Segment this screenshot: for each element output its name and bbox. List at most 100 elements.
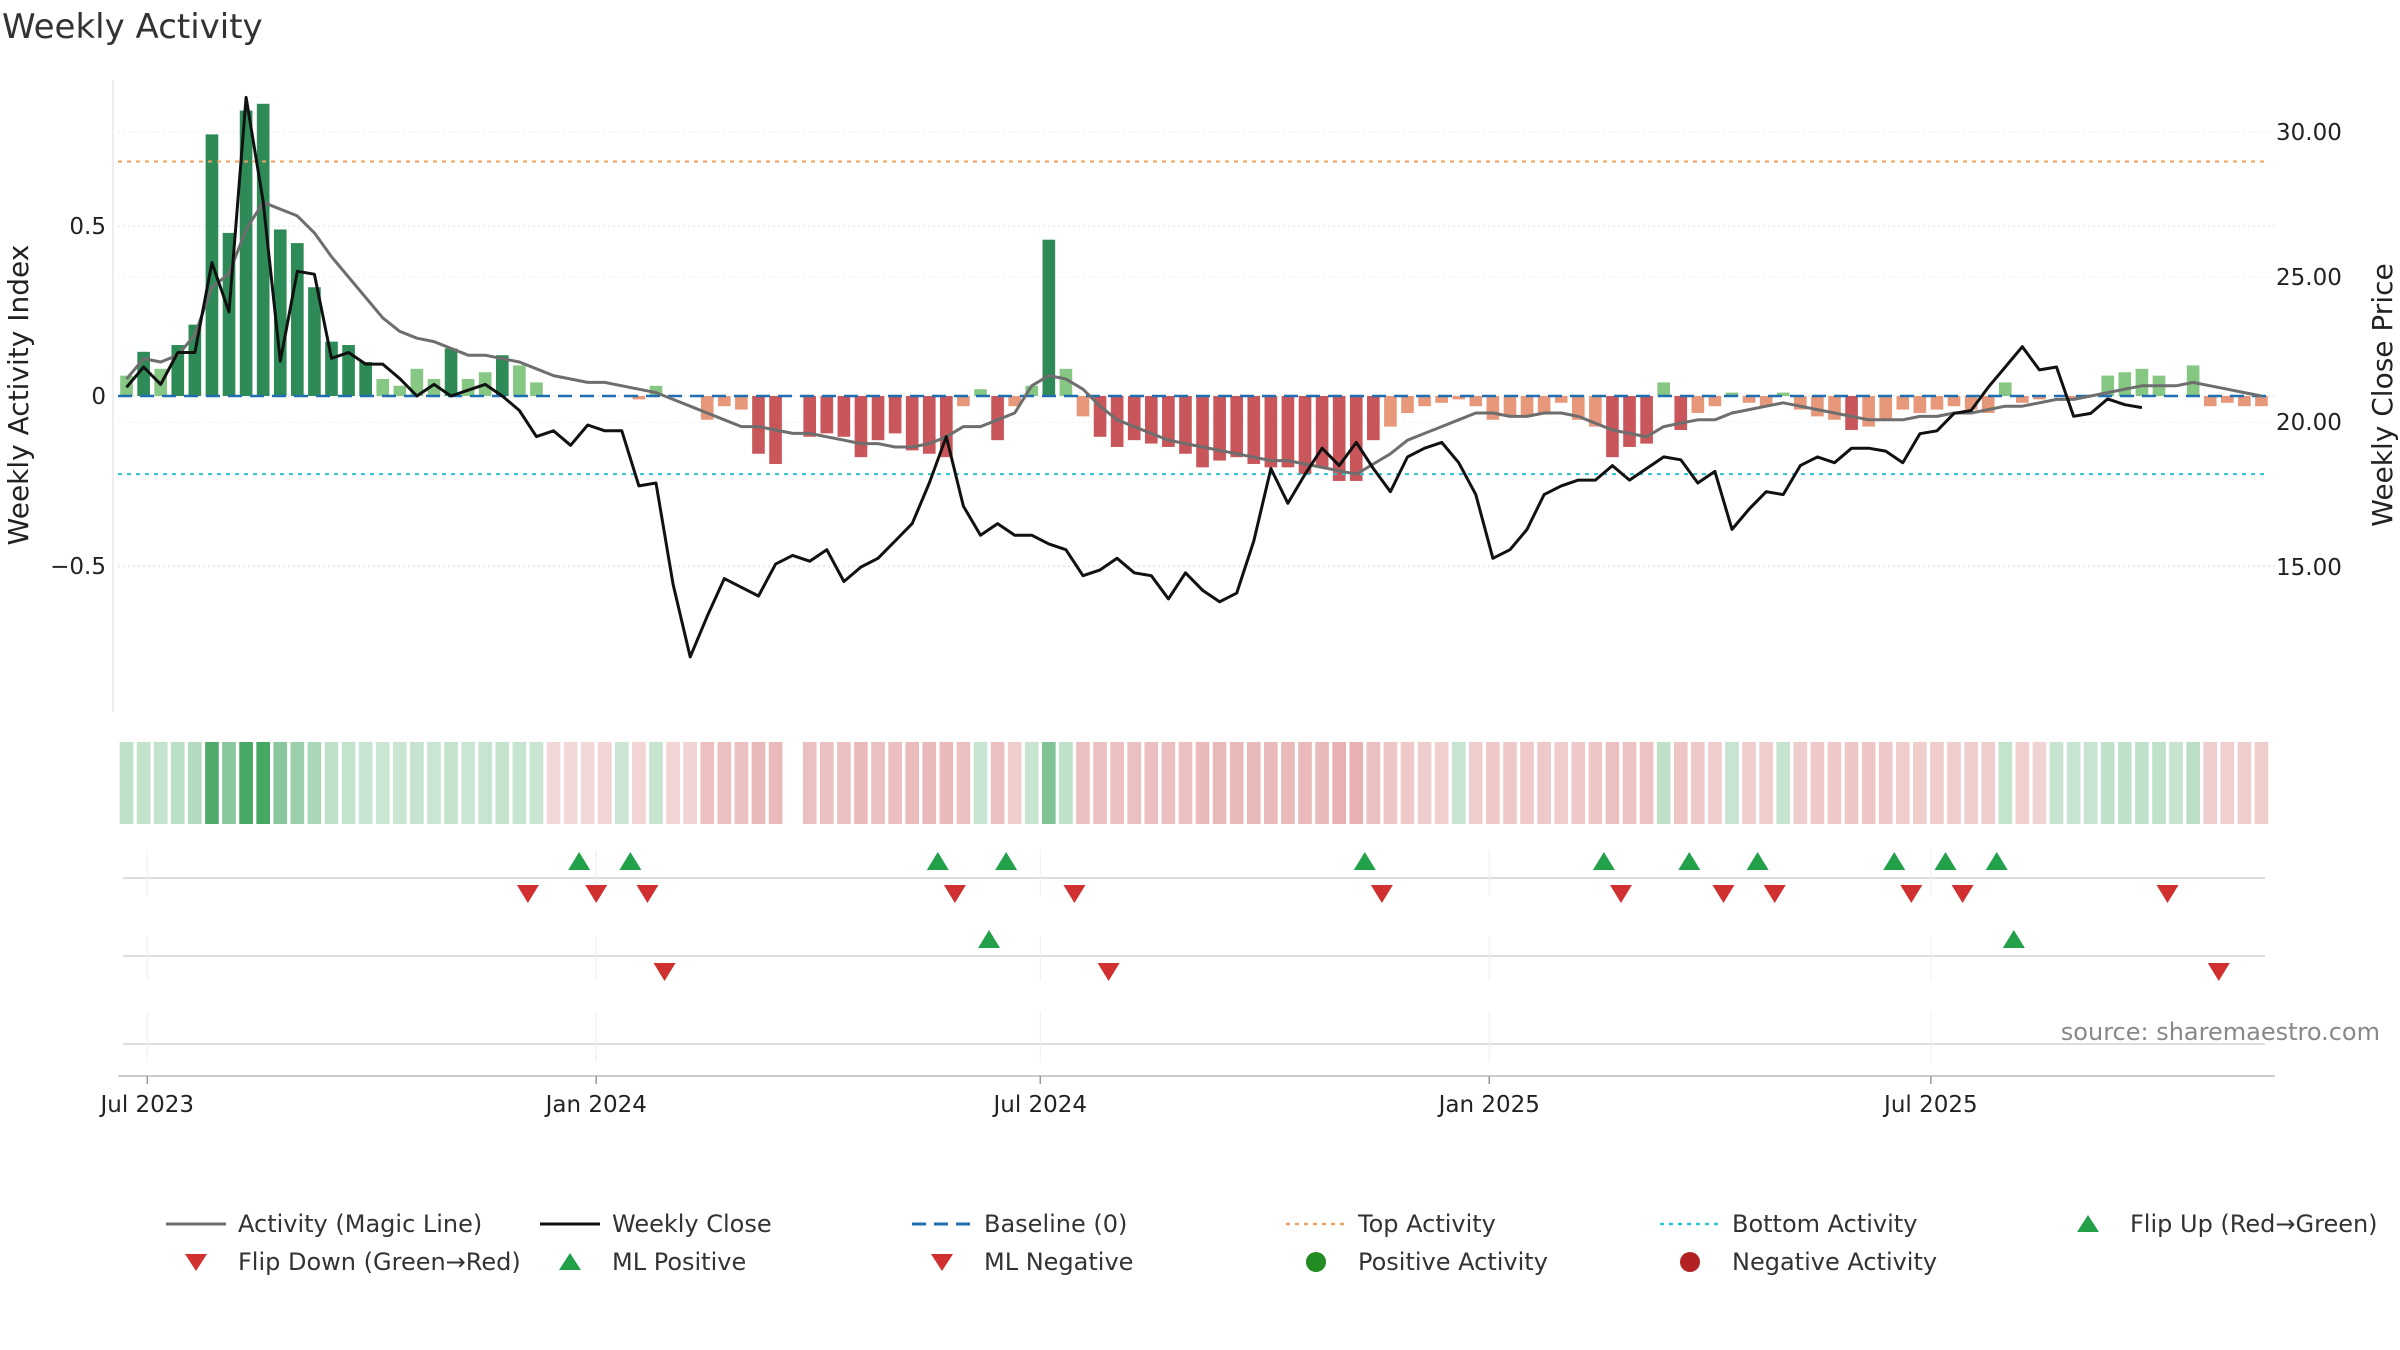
heat-cell	[1571, 742, 1586, 824]
lines-layer	[118, 95, 2266, 659]
legend-item-flipup: Flip Up (Red→Green)	[2077, 1210, 2378, 1238]
heat-cell	[1964, 742, 1978, 824]
heat-cell	[1434, 742, 1449, 824]
weekly-close-series	[125, 95, 2143, 659]
activity-bar	[1998, 382, 2012, 396]
heat-cell	[1246, 742, 1261, 824]
flip-up-marker	[1353, 852, 1376, 870]
flip-down-marker	[1763, 885, 1786, 903]
heat-cell	[888, 742, 902, 824]
activity-bar	[1725, 392, 1739, 396]
activity-bar	[427, 379, 441, 396]
heat-cell	[375, 742, 390, 824]
heat-cell	[2032, 742, 2047, 824]
activity-bar	[291, 243, 304, 396]
activity-bar	[1606, 396, 1619, 458]
heat-cell	[2186, 742, 2200, 824]
activity-bar	[632, 396, 646, 400]
heat-cell	[1947, 742, 1961, 824]
activity-bar	[1435, 396, 1448, 403]
heat-cell	[768, 742, 783, 824]
heat-cell	[1161, 742, 1176, 824]
heat-cell	[2083, 742, 2098, 824]
heat-cell	[2117, 742, 2132, 824]
activity-bar	[905, 396, 919, 451]
activity-bar	[1298, 396, 1312, 475]
legend: Activity (Magic Line) Weekly Close Baselin…	[166, 1210, 2378, 1276]
y2-tick-label: 25.00	[2276, 265, 2342, 291]
activity-bar	[1349, 396, 1363, 481]
legend-label: Top Activity	[1357, 1210, 1496, 1238]
activity-bar	[1264, 396, 1278, 468]
heat-cell	[666, 742, 680, 824]
flip-down-marker	[943, 885, 966, 903]
heat-cell	[239, 742, 253, 824]
activity-bar	[1623, 396, 1636, 447]
heat-cell	[2254, 742, 2269, 824]
heat-cell	[1093, 742, 1107, 824]
legend-item-bottom: Bottom Activity	[1660, 1210, 1917, 1238]
activity-bar	[649, 385, 663, 396]
heat-cell	[1708, 742, 1722, 824]
activity-bar	[1179, 396, 1192, 454]
activity-bar	[1520, 396, 1534, 417]
activity-bar	[1913, 396, 1927, 413]
flip-up-marker	[995, 852, 1018, 870]
y-axis-label: Weekly Activity Index	[2, 245, 35, 546]
heat-cell	[1400, 742, 1415, 824]
heat-cell	[700, 742, 715, 824]
legend-item-flipdown: Flip Down (Green→Red)	[185, 1248, 521, 1276]
heat-cell	[1656, 742, 1671, 824]
legend-label: ML Positive	[612, 1248, 746, 1276]
activity-bar	[871, 396, 885, 441]
activity-bar	[820, 396, 834, 434]
activity-bar	[342, 345, 355, 396]
heat-cell	[819, 742, 834, 824]
heat-cell	[546, 742, 561, 824]
heat-cell	[324, 742, 339, 824]
heat-cell	[2237, 742, 2252, 824]
heat-cell	[1076, 742, 1090, 824]
heat-cell	[973, 742, 988, 824]
legend-item-negact: Negative Activity	[1680, 1248, 1937, 1276]
legend-label: Flip Up (Red→Green)	[2130, 1210, 2378, 1238]
heat-cell	[1691, 742, 1705, 824]
y-tick-label: 0	[91, 384, 106, 410]
heat-cell	[1998, 742, 2013, 824]
activity-bar	[2118, 372, 2132, 396]
heat-cell	[2100, 742, 2115, 824]
heat-cell	[1503, 742, 1517, 824]
x-tick-label: Jul 2024	[991, 1092, 1087, 1118]
heat-cell	[170, 742, 185, 824]
activity-bar	[1828, 396, 1841, 420]
heat-cell	[2220, 742, 2235, 824]
heat-cell	[136, 742, 151, 824]
heat-cell	[290, 742, 305, 824]
heat-cell	[1264, 742, 1278, 824]
activity-bar	[308, 287, 321, 396]
heat-cell	[427, 742, 441, 824]
x-tick-label: Jan 2024	[544, 1092, 647, 1118]
activity-bar	[1811, 396, 1824, 417]
heat-cell	[119, 742, 134, 824]
heat-cell	[2049, 742, 2064, 824]
activity-bar	[888, 396, 902, 434]
heat-cell	[683, 742, 697, 824]
heat-cell	[1212, 742, 1227, 824]
heat-cell	[1895, 742, 1910, 824]
activity-bar	[1657, 382, 1671, 396]
activity-bar	[1862, 396, 1875, 427]
y2-tick-label: 15.00	[2276, 555, 2342, 581]
heat-cell	[392, 742, 407, 824]
heat-cell	[1110, 742, 1124, 824]
heat-cell	[512, 742, 527, 824]
magic-line-series	[125, 200, 2262, 476]
ml-positive-marker	[2002, 930, 2025, 948]
activity-bar	[495, 355, 509, 396]
activity-bar	[1554, 396, 1568, 403]
activity-bar	[2016, 396, 2029, 403]
heat-cell	[939, 742, 954, 824]
activity-bar	[1042, 239, 1056, 396]
